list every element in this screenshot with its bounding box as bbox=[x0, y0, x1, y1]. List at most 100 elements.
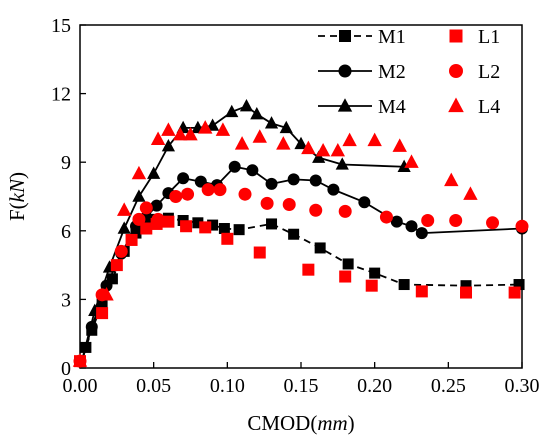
series-l2-point bbox=[379, 210, 393, 224]
series-m1-point bbox=[207, 219, 219, 231]
series-l2-point bbox=[338, 204, 352, 218]
series-m4-point bbox=[264, 116, 279, 129]
series-m2-point bbox=[228, 160, 241, 173]
series-l4-point bbox=[342, 132, 357, 147]
series-l2-point bbox=[282, 198, 296, 212]
series-m2-point bbox=[415, 227, 428, 240]
legend-item-m4: M4 bbox=[318, 96, 406, 118]
series-l2-point bbox=[213, 183, 227, 197]
series-l1-point bbox=[253, 246, 266, 259]
legend-label: M1 bbox=[378, 26, 406, 48]
series-m1-point bbox=[96, 298, 108, 310]
legend-label: M4 bbox=[378, 96, 406, 118]
series-l2-point bbox=[201, 183, 215, 197]
series-l4-point bbox=[367, 132, 382, 147]
legend-item-l1: L1 bbox=[449, 26, 500, 48]
series-m1-point bbox=[288, 228, 300, 240]
series-l1-point bbox=[96, 307, 109, 320]
series-m2-point bbox=[265, 177, 278, 190]
x-axis-title-part: ) bbox=[348, 411, 355, 435]
series-l2-point bbox=[260, 196, 274, 210]
legend-label: L2 bbox=[478, 61, 500, 83]
series-l2-point bbox=[114, 244, 128, 258]
x-tick-label: 0.20 bbox=[357, 375, 392, 397]
series-l4-point bbox=[234, 136, 250, 150]
series-l2-point bbox=[449, 214, 463, 228]
series-l4-point bbox=[276, 136, 291, 150]
series-m2-point bbox=[309, 174, 322, 187]
series-l4-point bbox=[131, 165, 147, 180]
series-m2-point bbox=[405, 220, 418, 233]
series-l1-point bbox=[180, 220, 193, 233]
series-layer bbox=[72, 99, 529, 369]
legend-label: L1 bbox=[478, 26, 500, 48]
series-l1-point bbox=[140, 222, 153, 235]
legend-item-l4: L4 bbox=[448, 96, 500, 118]
legend-label: L4 bbox=[478, 96, 500, 118]
legend-swatch-marker bbox=[448, 97, 464, 113]
series-m4-point bbox=[294, 136, 308, 150]
series-l4-point bbox=[198, 120, 213, 134]
series-l1-point bbox=[365, 279, 378, 292]
series-m2-point bbox=[358, 196, 371, 209]
series-l1-point bbox=[508, 286, 521, 299]
series-m1-point bbox=[192, 217, 204, 229]
x-tick-label: 0.00 bbox=[63, 375, 98, 397]
series-l1-point bbox=[460, 286, 473, 299]
series-m4 bbox=[79, 99, 411, 369]
series-m1-point bbox=[266, 218, 278, 230]
legend: M1 M2 M4 L1 L2 L4 bbox=[318, 26, 500, 118]
series-l4-point bbox=[392, 138, 407, 152]
legend-item-m1: M1 bbox=[318, 26, 406, 48]
y-axis-title-part: ) bbox=[5, 172, 29, 179]
y-tick-label: 15 bbox=[51, 15, 71, 37]
series-l1-point bbox=[221, 232, 234, 245]
legend-swatch-marker bbox=[338, 64, 352, 78]
series-m4-point bbox=[117, 221, 131, 234]
series-l4-point bbox=[150, 131, 166, 146]
series-m1-point bbox=[218, 223, 230, 235]
legend-swatch-marker bbox=[337, 98, 353, 112]
series-m1-point bbox=[233, 224, 245, 236]
series-l4-point bbox=[215, 122, 231, 136]
axes: 0.00 0.05 0.10 0.15 0.20 0.25 0.30 0 3 6 9 12 15 CMOD… bbox=[5, 15, 540, 435]
x-tick-label: 0.10 bbox=[210, 375, 245, 397]
legend-item-m2: M2 bbox=[318, 61, 406, 83]
series-m4-point bbox=[161, 139, 175, 152]
series-l4-point bbox=[117, 202, 132, 216]
y-tick-label: 12 bbox=[51, 84, 71, 106]
series-l4-point bbox=[72, 353, 88, 367]
series-m2-point bbox=[85, 320, 98, 333]
series-m1-point bbox=[314, 242, 326, 254]
y-axis-title-unit: kN bbox=[5, 178, 29, 202]
legend-swatch-marker bbox=[339, 30, 351, 42]
legend-label: M2 bbox=[378, 61, 406, 83]
series-l4-point bbox=[315, 142, 331, 157]
series-l4-point bbox=[172, 126, 188, 141]
series-l2-point bbox=[421, 214, 435, 228]
series-m1-point bbox=[513, 279, 525, 291]
series-m1-point bbox=[398, 279, 410, 291]
series-l4 bbox=[72, 120, 478, 367]
series-l4-point bbox=[252, 129, 267, 143]
series-m2-point bbox=[194, 175, 207, 188]
series-l4-point bbox=[444, 172, 459, 187]
series-m4-point bbox=[250, 107, 264, 120]
y-tick-label: 0 bbox=[61, 358, 71, 380]
series-m2-point bbox=[246, 164, 259, 177]
series-l4-point bbox=[404, 154, 419, 168]
series-l1-point bbox=[199, 221, 212, 234]
series-m4-point bbox=[225, 104, 239, 118]
series-l2 bbox=[73, 183, 529, 368]
series-m4-point bbox=[147, 166, 161, 179]
series-m1-point bbox=[460, 280, 472, 292]
series-l2-point bbox=[181, 187, 195, 201]
series-m1-point bbox=[342, 258, 354, 270]
legend-item-l2: L2 bbox=[449, 61, 500, 83]
series-l2-point bbox=[139, 201, 153, 215]
series-l1-point bbox=[302, 263, 315, 276]
series-m2-point bbox=[287, 173, 300, 186]
series-l2-point bbox=[486, 216, 500, 230]
series-l1-point bbox=[339, 270, 352, 283]
series-m1 bbox=[79, 212, 525, 369]
